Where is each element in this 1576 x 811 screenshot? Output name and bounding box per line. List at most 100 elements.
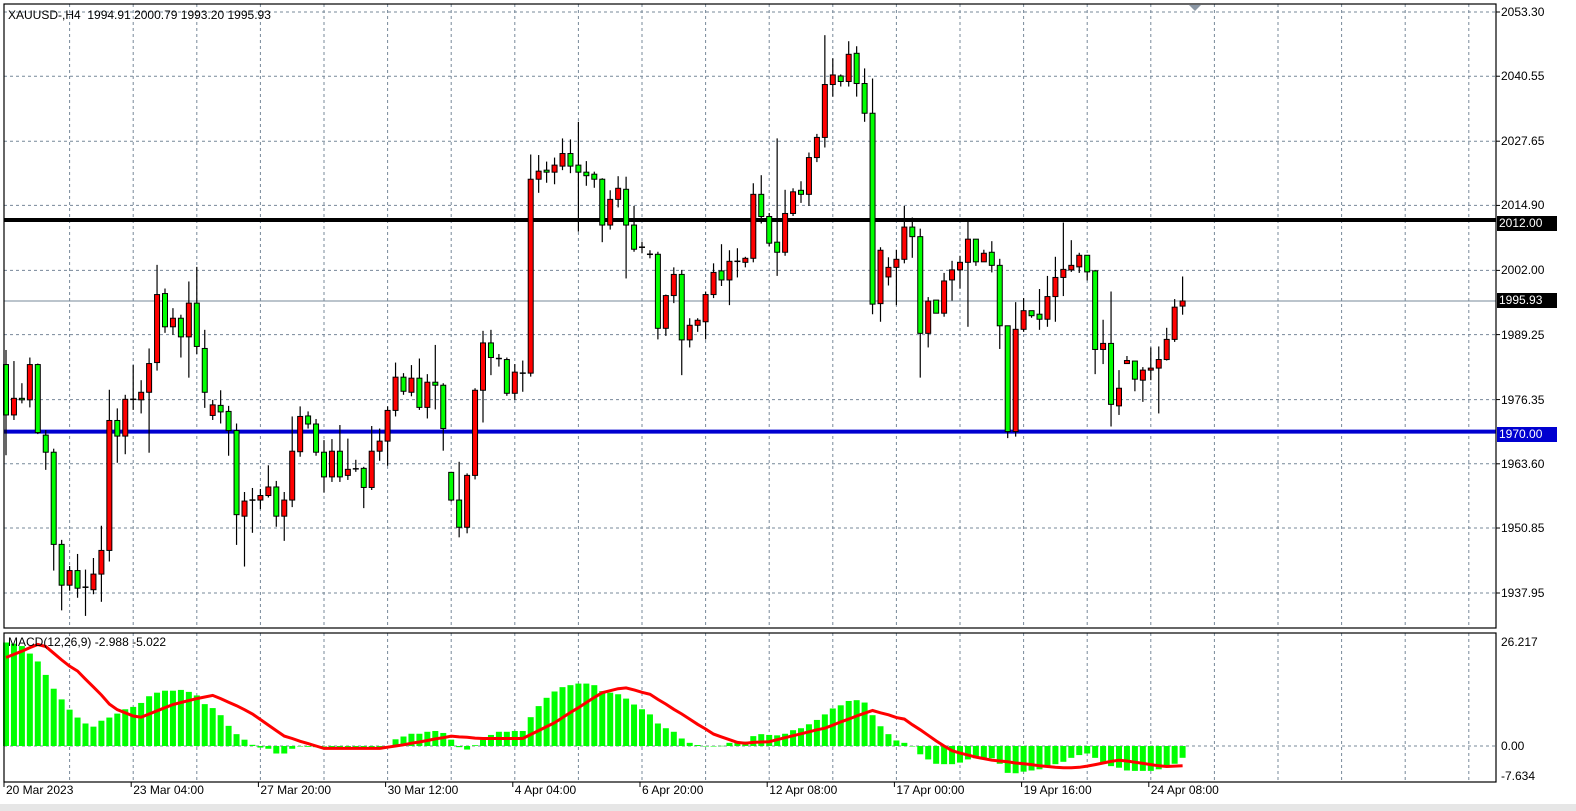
macd-histogram-bar: [790, 730, 797, 746]
macd-histogram-bar: [949, 746, 956, 765]
macd-histogram-bar: [1060, 746, 1067, 762]
macd-panel-frame: [3, 632, 1497, 783]
candle: [50, 448, 57, 571]
candle-body: [432, 381, 439, 386]
candle: [519, 360, 526, 392]
macd-histogram-bar: [480, 739, 486, 746]
candle: [1044, 275, 1051, 327]
candle-body: [845, 53, 852, 83]
candle-body: [710, 271, 717, 296]
macd-histogram-bar: [130, 706, 137, 746]
candle-body: [1092, 270, 1099, 350]
candle: [193, 266, 200, 354]
candle: [941, 272, 948, 317]
macd-histogram-bar: [122, 709, 129, 746]
candle: [400, 373, 407, 395]
candle-body: [1139, 369, 1146, 381]
candle-body: [988, 251, 995, 266]
candle-body: [964, 238, 971, 263]
macd-histogram-bar: [1028, 746, 1035, 771]
candle-body: [440, 384, 447, 430]
candle-body: [861, 83, 868, 114]
time-axis-label: 17 Apr 00:00: [896, 783, 965, 797]
candle-body: [193, 302, 200, 347]
macd-histogram-bar: [209, 708, 216, 746]
candle: [336, 425, 343, 482]
macd-histogram-bar: [472, 745, 479, 746]
macd-histogram-bar: [169, 690, 176, 746]
candle-body: [201, 347, 208, 393]
candle: [821, 35, 828, 148]
macd-histogram-bar: [623, 698, 630, 746]
candle: [1020, 298, 1027, 332]
candle-body: [384, 409, 391, 442]
candle-body: [885, 266, 892, 278]
horizontal-levels: [4, 218, 1496, 434]
candle: [869, 78, 876, 315]
candle-body: [829, 74, 836, 86]
candle-body: [925, 300, 932, 334]
macd-histogram-bar: [941, 746, 948, 765]
time-axis-label: 4 Apr 04:00: [514, 783, 577, 797]
candle: [813, 133, 820, 163]
candle: [503, 357, 510, 396]
macd-values: -2.988 -5.022: [94, 635, 167, 649]
candle: [782, 189, 789, 256]
macd-histogram-bar: [535, 706, 542, 746]
candle: [146, 348, 153, 453]
macd-histogram-bar: [909, 746, 916, 747]
chart-shift-marker-icon[interactable]: [1189, 5, 1201, 11]
candle: [74, 553, 81, 598]
macd-histogram-bar: [281, 746, 288, 754]
candle-body: [813, 136, 820, 159]
macd-histogram-bar: [1179, 746, 1186, 758]
candle-body: [972, 238, 979, 263]
macd-histogram-bar: [201, 704, 208, 746]
candle-body: [114, 419, 121, 437]
candle-body: [241, 500, 248, 517]
candle-body: [289, 450, 296, 501]
macd-histogram-bar: [996, 746, 1003, 764]
macd-histogram-bar: [925, 746, 932, 760]
candle-body: [487, 342, 494, 359]
candle: [249, 487, 256, 533]
macd-histogram-bar: [193, 695, 200, 746]
macd-histogram-bar: [654, 723, 661, 746]
macd-histogram-bar: [869, 715, 876, 746]
candle: [750, 183, 757, 263]
candle-body: [654, 253, 661, 329]
candle-body: [257, 495, 264, 501]
candle: [988, 241, 995, 273]
macd-histogram-bar: [3, 642, 9, 746]
candle: [376, 428, 383, 461]
candle: [877, 247, 884, 322]
candle-body: [472, 389, 479, 476]
candle-body: [837, 75, 844, 83]
candle: [1028, 310, 1035, 318]
macd-histogram-bar: [74, 717, 81, 746]
candle: [917, 228, 924, 378]
candle-body: [853, 52, 860, 85]
candle-body: [1020, 310, 1027, 330]
candle: [1139, 367, 1146, 402]
macd-histogram-bar: [1004, 746, 1011, 773]
macd-histogram-bar: [177, 689, 184, 746]
candle-body: [567, 153, 574, 167]
candle: [1012, 302, 1019, 437]
macd-histogram-bar: [464, 746, 471, 750]
candle-body: [98, 549, 105, 575]
macd-name: MACD(12,26,9): [8, 635, 92, 649]
candle: [34, 363, 41, 435]
macd-histogram-bar: [297, 746, 304, 747]
candle-body: [464, 474, 471, 528]
candle: [654, 251, 661, 340]
candle-body: [527, 178, 534, 374]
macd-histogram-bar: [551, 691, 558, 746]
macd-histogram-bar: [58, 699, 65, 746]
price-axis-label: 1937.95: [1501, 585, 1545, 600]
macd-histogram-bar: [257, 746, 264, 748]
candle-body: [328, 450, 335, 478]
candle: [241, 492, 248, 567]
candle-body: [623, 188, 630, 226]
